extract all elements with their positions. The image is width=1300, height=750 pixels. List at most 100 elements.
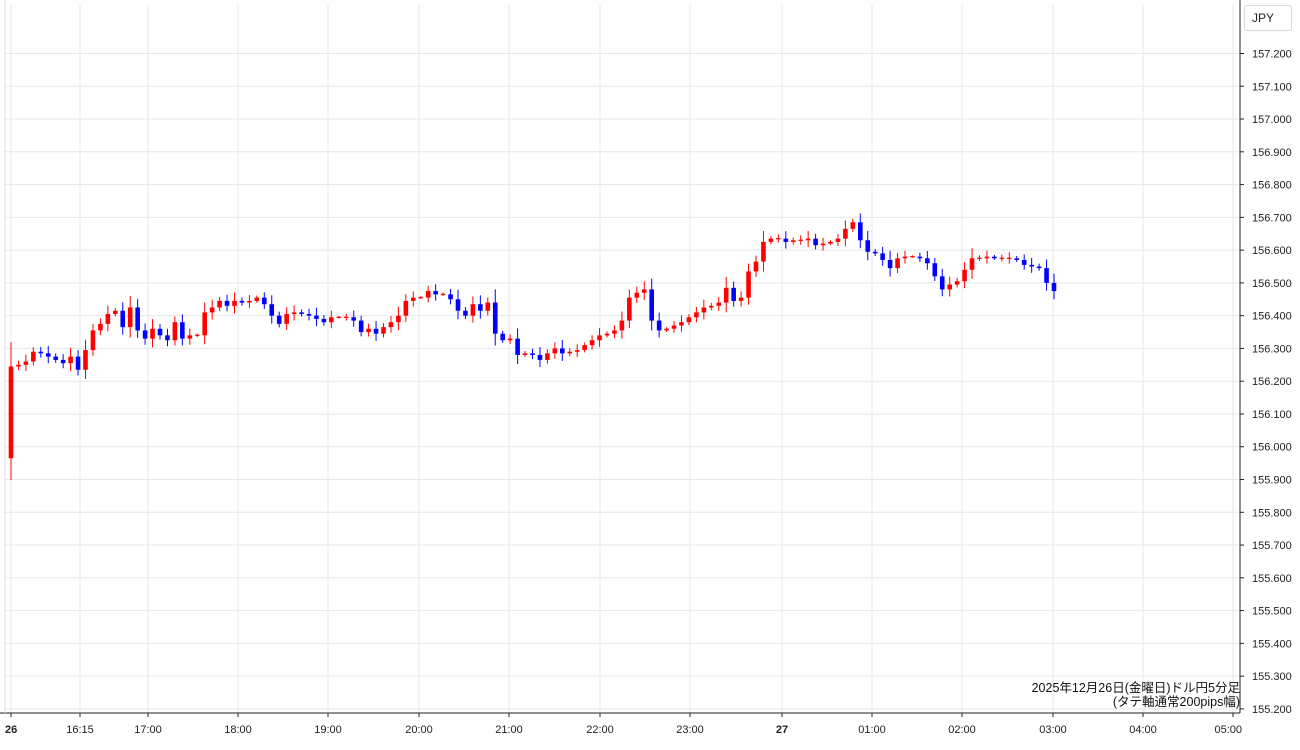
candle-body	[835, 238, 841, 242]
candle-body	[537, 354, 543, 360]
candle-body	[247, 300, 252, 303]
x-tick-label: 26	[5, 724, 17, 736]
candle-body	[858, 222, 863, 241]
x-tick-label: 19:00	[314, 724, 342, 736]
candle-body	[552, 348, 558, 354]
candle-body	[127, 307, 133, 328]
candle-body	[790, 240, 796, 242]
candle-body	[887, 259, 893, 269]
candle-body	[1051, 282, 1057, 292]
candle-body	[738, 297, 744, 301]
caption-line-1: 2025年12月26日(金曜日)ドル円5分足	[1031, 681, 1240, 695]
y-tick-label: 155.600	[1252, 573, 1292, 585]
x-tick-label: 05:00	[1214, 724, 1242, 736]
candle-body	[895, 258, 900, 269]
candle-body	[574, 350, 580, 352]
candle-body	[947, 284, 952, 290]
candle-body	[478, 304, 483, 311]
y-tick-label: 156.200	[1252, 376, 1292, 388]
candle-body	[336, 316, 342, 318]
candle-body	[1014, 258, 1020, 260]
candle-body	[932, 263, 938, 277]
candle-body	[418, 297, 424, 299]
candle-body	[351, 317, 356, 321]
candle-body	[463, 310, 468, 316]
currency-badge[interactable]: JPY	[1244, 5, 1292, 31]
candle-body	[53, 356, 58, 360]
y-tick-label: 156.400	[1252, 311, 1292, 323]
candle-body	[604, 333, 610, 336]
candle-body	[507, 338, 513, 341]
candle-body	[306, 314, 312, 316]
candle-body	[962, 269, 967, 282]
x-tick-label: 04:00	[1129, 724, 1157, 736]
candle-body	[68, 356, 73, 364]
candle-body	[679, 322, 684, 326]
candle-body	[60, 359, 66, 364]
candle-body	[1021, 259, 1027, 265]
candle-body	[582, 345, 587, 351]
y-tick-label: 155.900	[1252, 475, 1292, 487]
y-tick-label: 157.100	[1252, 81, 1292, 93]
candle-body	[98, 323, 103, 331]
x-tick-label: 22:00	[586, 724, 614, 736]
y-tick-label: 155.800	[1252, 507, 1292, 519]
candle-body	[813, 238, 818, 246]
candles-layer	[8, 213, 1057, 481]
x-tick-label: 21:00	[495, 724, 523, 736]
candle-body	[567, 351, 573, 354]
candle-body	[135, 307, 140, 331]
candle-body	[425, 291, 431, 298]
candle-body	[284, 314, 289, 324]
candle-body	[254, 297, 260, 301]
candle-body	[165, 335, 170, 341]
candle-body	[828, 241, 833, 244]
chart-caption: 2025年12月26日(金曜日)ドル円5分足 (タテ軸通常200pips幅)	[1032, 681, 1240, 709]
candle-body	[1044, 268, 1049, 283]
candle-body	[872, 251, 878, 254]
candle-body	[291, 312, 297, 315]
candle-body	[381, 327, 386, 334]
y-tick-label: 156.700	[1252, 212, 1292, 224]
candle-body	[731, 287, 736, 301]
candle-body	[649, 289, 654, 321]
candle-body	[969, 258, 975, 270]
candle-body	[776, 238, 781, 240]
candle-body	[120, 310, 126, 328]
candle-body	[589, 340, 595, 346]
candle-body	[194, 334, 200, 336]
candle-body	[984, 256, 990, 259]
caption-line-2: (タテ軸通常200pips幅)	[1112, 695, 1240, 709]
y-tick-label: 155.300	[1252, 671, 1292, 683]
candle-body	[1007, 257, 1012, 259]
candle-body	[694, 312, 699, 318]
candle-body	[180, 322, 185, 339]
candle-body	[664, 328, 669, 331]
x-tick-label: 20:00	[405, 724, 433, 736]
candle-body	[358, 320, 364, 333]
candle-body	[276, 315, 282, 324]
candle-body	[1029, 264, 1034, 267]
candle-body	[321, 318, 327, 323]
candle-body	[440, 293, 446, 295]
candle-body	[753, 261, 759, 272]
candle-body	[805, 238, 811, 241]
candle-body	[470, 304, 476, 316]
candle-body	[768, 238, 774, 242]
x-tick-label: 17:00	[134, 724, 162, 736]
candle-body	[150, 328, 155, 339]
candle-body	[209, 307, 215, 313]
candle-body	[925, 258, 930, 264]
candle-body	[105, 314, 111, 324]
candle-body	[38, 351, 44, 354]
y-tick-label: 156.600	[1252, 245, 1292, 257]
candle-body	[902, 256, 908, 259]
candle-body	[954, 281, 960, 285]
candle-body	[522, 353, 528, 355]
candle-body	[634, 292, 640, 298]
candle-body	[448, 294, 453, 300]
candle-body	[90, 330, 96, 351]
candle-body	[910, 256, 915, 258]
